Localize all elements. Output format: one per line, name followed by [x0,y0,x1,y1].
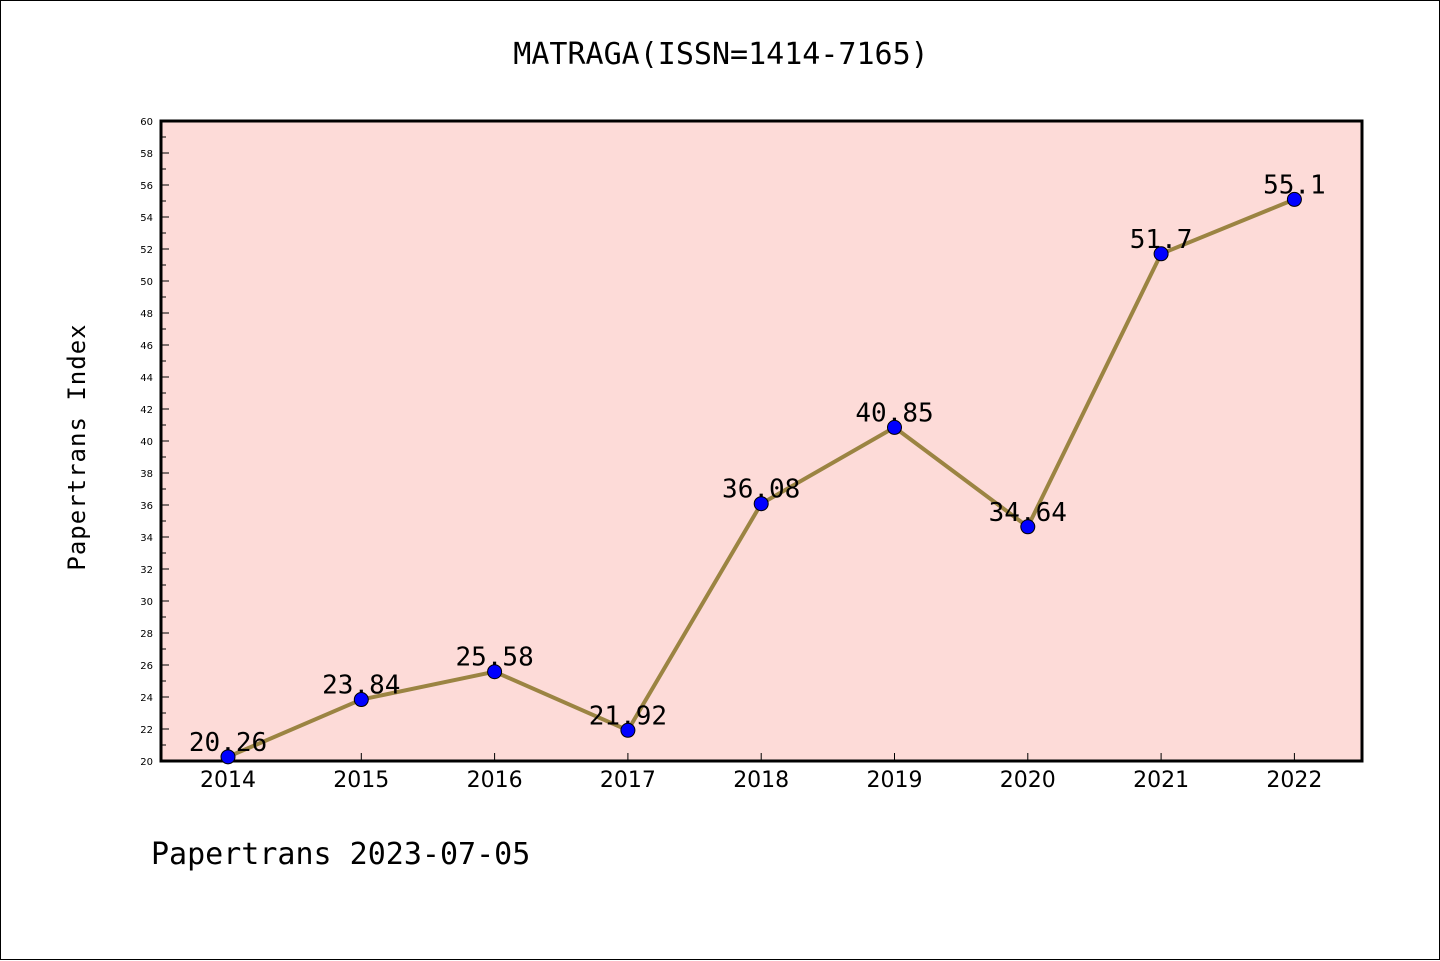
data-point [1286,191,1302,207]
x-tick-label: 2016 [467,768,523,793]
y-tick-label: 42 [140,405,153,416]
y-tick-label: 24 [140,693,153,704]
x-tick-label: 2019 [867,768,923,793]
data-point [620,722,636,738]
data-point [753,496,769,512]
y-tick-label: 28 [140,629,153,640]
data-point [1153,246,1169,262]
y-tick-label: 56 [140,181,153,192]
plot-area [161,121,1362,761]
x-tick-label: 2022 [1266,768,1322,793]
y-tick-label: 32 [140,565,153,576]
y-tick-label: 30 [140,597,153,608]
plot-border [159,119,1364,763]
data-point [487,664,503,680]
y-tick-label: 52 [140,245,153,256]
data-point [887,419,902,435]
y-tick-label: 20 [140,757,153,768]
chart-title: MATRAGA(ISSN=1414-7165) [513,37,929,72]
y-tick-label: 36 [140,501,153,512]
x-tick-label: 2017 [600,768,656,793]
y-tick-label: 38 [140,469,153,480]
x-tick-label: 2015 [333,768,389,793]
footer-caption: Papertrans 2023-07-05 [151,837,531,872]
x-tick-label: 2020 [1000,768,1056,793]
y-tick-label: 46 [140,341,153,352]
x-tick-label: 2021 [1133,768,1189,793]
data-point [220,749,236,765]
y-tick-label: 58 [140,149,153,160]
y-tick-label: 48 [140,309,153,320]
x-tick-label: 2014 [200,768,256,793]
x-tick-label: 2018 [733,768,789,793]
y-tick-label: 26 [140,661,153,672]
data-point [353,692,369,708]
y-tick-label: 34 [140,533,153,544]
y-tick-label: 22 [140,725,153,736]
y-tick-label: 44 [140,373,153,384]
y-tick-label: 54 [140,213,153,224]
data-point [1020,519,1036,535]
y-tick-label: 60 [140,117,153,128]
y-tick-label: 40 [140,437,153,448]
y-tick-label: 50 [140,277,153,288]
